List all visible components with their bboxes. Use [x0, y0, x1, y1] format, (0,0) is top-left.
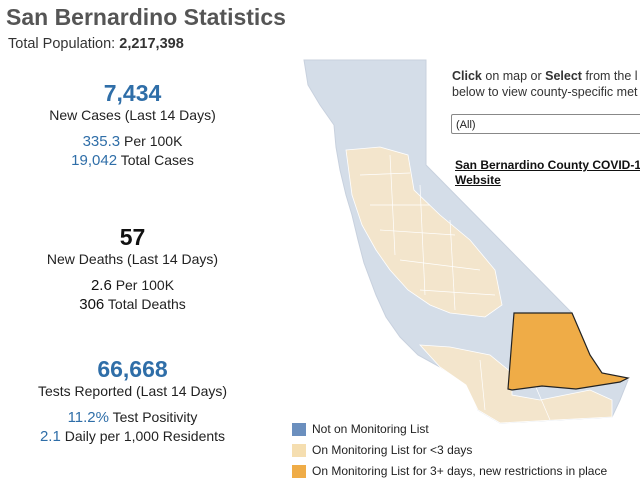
test-positivity-value: 11.2%: [67, 409, 109, 426]
legend-swatch: [292, 464, 306, 478]
county-select[interactable]: (All): [451, 114, 640, 134]
map-instructions: Click on map or Select from the l below …: [452, 68, 640, 100]
legend-swatch: [292, 422, 306, 436]
monitored-region-central[interactable]: [345, 146, 503, 318]
daily-tests-label: Daily per 1,000 Residents: [64, 428, 226, 444]
test-positivity-label: Test Positivity: [112, 409, 198, 425]
deaths-per100k: 2.6 Per 100K: [0, 276, 265, 295]
cases-block: 7,434 New Cases (Last 14 Days) 335.3 Per…: [0, 80, 265, 170]
tests-block: 66,668 Tests Reported (Last 14 Days) 11.…: [0, 356, 265, 446]
legend-item-under-3-days: On Monitoring List for <3 days: [292, 440, 607, 460]
cases-per100k: 335.3 Per 100K: [0, 132, 265, 151]
legend-swatch: [292, 443, 306, 457]
population-label: Total Population:: [8, 36, 116, 52]
cases-per100k-value: 335.3: [82, 133, 121, 150]
cases-total: 19,042 Total Cases: [0, 151, 265, 170]
deaths-total-value: 306: [79, 296, 105, 313]
cases-per100k-label: Per 100K: [124, 133, 183, 149]
san-bernardino-county[interactable]: [507, 312, 630, 391]
total-population: Total Population: 2,217,398: [8, 36, 184, 52]
legend-item-3plus-days: On Monitoring List for 3+ days, new rest…: [292, 461, 607, 481]
daily-tests-value: 2.1: [39, 428, 61, 445]
county-link-line-2[interactable]: Website: [455, 173, 501, 187]
map-legend: Not on Monitoring List On Monitoring Lis…: [292, 419, 607, 482]
deaths-total: 306 Total Deaths: [0, 295, 265, 314]
page-title: San Bernardino Statistics: [6, 4, 286, 30]
deaths-per100k-label: Per 100K: [115, 277, 175, 293]
population-value: 2,217,398: [119, 36, 184, 52]
legend-label: On Monitoring List for 3+ days, new rest…: [312, 464, 608, 478]
cases-total-label: Total Cases: [120, 152, 194, 168]
county-website-link[interactable]: San Bernardino County COVID-19 Website: [455, 158, 640, 188]
legend-label: Not on Monitoring List: [312, 422, 429, 436]
tests-value: 66,668: [97, 356, 168, 382]
county-link-line-1[interactable]: San Bernardino County COVID-19: [455, 158, 640, 172]
new-cases-label: New Cases (Last 14 Days): [49, 107, 216, 123]
new-deaths-value: 57: [119, 224, 146, 250]
new-cases-value: 7,434: [103, 80, 162, 106]
california-map[interactable]: [290, 55, 640, 425]
cases-total-value: 19,042: [71, 152, 118, 169]
daily-tests: 2.1 Daily per 1,000 Residents: [0, 427, 265, 446]
monitored-region-south[interactable]: [419, 344, 613, 424]
deaths-total-label: Total Deaths: [107, 296, 186, 312]
instructions-line-1: Click on map or Select from the l: [452, 69, 638, 83]
instructions-line-2: below to view county-specific met: [452, 85, 638, 99]
tests-label: Tests Reported (Last 14 Days): [37, 383, 228, 399]
deaths-per100k-value: 2.6: [90, 277, 112, 294]
test-positivity: 11.2% Test Positivity: [0, 408, 265, 427]
legend-label: On Monitoring List for <3 days: [312, 443, 473, 457]
new-deaths-label: New Deaths (Last 14 Days): [46, 251, 219, 267]
legend-item-not-monitored: Not on Monitoring List: [292, 419, 607, 439]
county-select-value: (All): [456, 119, 476, 131]
deaths-block: 57 New Deaths (Last 14 Days) 2.6 Per 100…: [0, 224, 265, 314]
